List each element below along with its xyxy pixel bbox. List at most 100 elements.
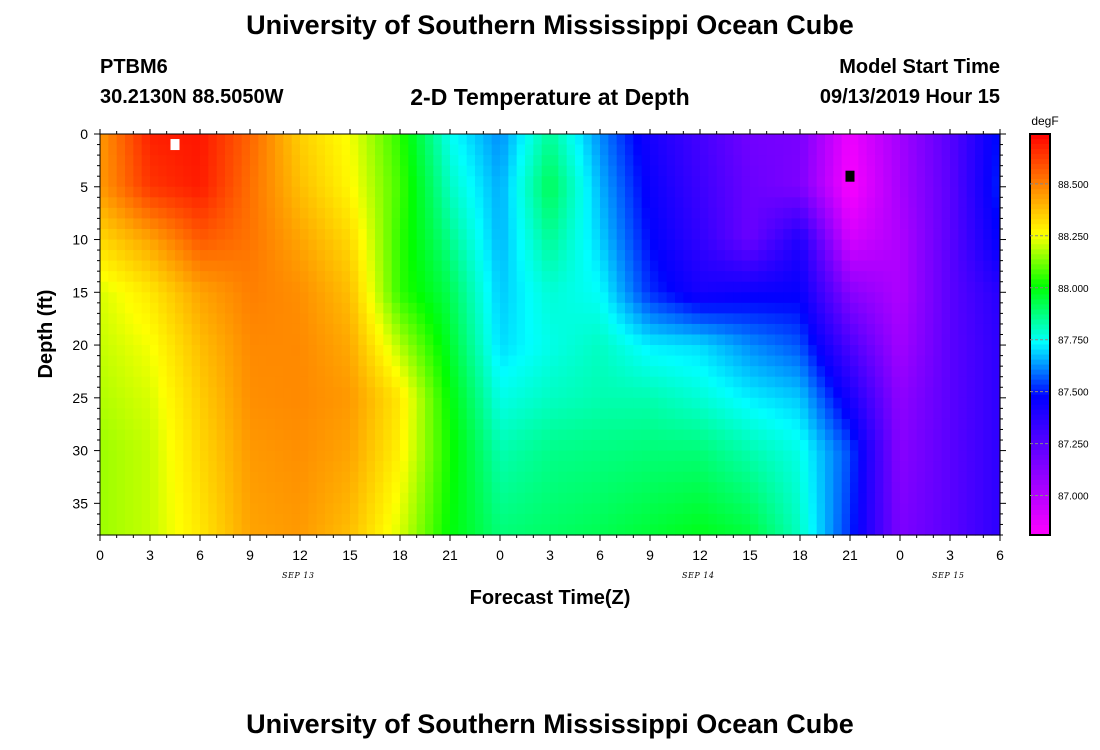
- heatmap-cell: [725, 482, 734, 494]
- heatmap-cell: [191, 524, 201, 536]
- heatmap-cell: [150, 271, 159, 283]
- heatmap-cell: [775, 313, 784, 325]
- heatmap-cell: [958, 207, 968, 220]
- heatmap-cell: [566, 418, 576, 431]
- heatmap-cell: [791, 281, 801, 293]
- heatmap-cell: [483, 239, 493, 251]
- heatmap-cell: [116, 429, 126, 441]
- heatmap-cell: [433, 418, 443, 431]
- heatmap-cell: [350, 334, 359, 346]
- heatmap-cell: [841, 429, 851, 441]
- heatmap-cell: [516, 313, 526, 325]
- heatmap-cell: [875, 165, 884, 177]
- heatmap-cell: [883, 239, 893, 251]
- heatmap-cell: [233, 440, 243, 452]
- heatmap-cell: [483, 482, 493, 494]
- heatmap-cell: [691, 345, 701, 357]
- heatmap-cell: [825, 228, 834, 241]
- heatmap-cell: [200, 134, 209, 146]
- heatmap-cell: [225, 260, 234, 272]
- heatmap-cell: [933, 218, 943, 230]
- heatmap-cell: [933, 492, 943, 504]
- heatmap-cell: [183, 134, 193, 146]
- heatmap-cell: [458, 387, 468, 399]
- heatmap-cell: [400, 207, 409, 220]
- heatmap-cell: [408, 524, 418, 536]
- heatmap-cell: [558, 144, 568, 156]
- heatmap-cell: [250, 271, 259, 283]
- heatmap-cell: [783, 144, 793, 156]
- heatmap-cell: [783, 155, 793, 167]
- heatmap-cell: [750, 503, 759, 515]
- heatmap-cell: [616, 482, 626, 494]
- heatmap-cell: [633, 260, 643, 272]
- heatmap-cell: [483, 250, 493, 262]
- heatmap-cell: [758, 302, 768, 314]
- heatmap-cell: [433, 513, 443, 526]
- heatmap-cell: [891, 176, 901, 188]
- heatmap-cell: [558, 134, 568, 146]
- heatmap-cell: [741, 513, 751, 526]
- heatmap-cell: [300, 418, 309, 431]
- heatmap-cell: [975, 218, 984, 230]
- heatmap-cell: [816, 155, 826, 167]
- heatmap-cell: [683, 260, 693, 272]
- heatmap-cell: [675, 218, 684, 230]
- colorbar-swatch: [1030, 464, 1050, 471]
- heatmap-cell: [833, 155, 843, 167]
- heatmap-cell: [791, 355, 801, 367]
- heatmap-cell: [775, 408, 784, 420]
- heatmap-cell: [950, 228, 959, 241]
- heatmap-cell: [325, 207, 334, 220]
- heatmap-cell: [333, 250, 343, 262]
- heatmap-cell: [716, 334, 726, 346]
- heatmap-cell: [500, 387, 509, 399]
- heatmap-cell: [475, 513, 484, 526]
- heatmap-cell: [541, 513, 551, 526]
- heatmap-cell: [366, 440, 376, 452]
- heatmap-cell: [566, 292, 576, 304]
- heatmap-cell: [916, 313, 926, 325]
- heatmap-cell: [983, 155, 993, 167]
- colorbar-swatch: [1030, 179, 1050, 185]
- heatmap-cell: [550, 165, 559, 177]
- heatmap-cell: [191, 281, 201, 293]
- heatmap-cell: [616, 207, 626, 220]
- heatmap-cell: [341, 239, 351, 251]
- heatmap-cell: [433, 440, 443, 452]
- heatmap-cell: [491, 376, 501, 388]
- heatmap-cell: [241, 513, 251, 526]
- colorbar-swatch: [1030, 479, 1050, 486]
- heatmap-cell: [700, 387, 709, 399]
- heatmap-cell: [133, 176, 143, 188]
- heatmap-cell: [533, 186, 543, 198]
- heatmap-cell: [416, 134, 426, 146]
- heatmap-cell: [408, 155, 418, 167]
- heatmap-cell: [791, 218, 801, 230]
- heatmap-cell: [350, 482, 359, 494]
- heatmap-cell: [291, 281, 301, 293]
- colorbar-swatch: [1030, 484, 1050, 491]
- heatmap-cell: [283, 323, 293, 336]
- heatmap-cell: [875, 387, 884, 399]
- heatmap-cell: [391, 134, 401, 146]
- heatmap-cell: [791, 503, 801, 515]
- heatmap-cell: [200, 239, 209, 251]
- heatmap-cell: [450, 302, 459, 314]
- heatmap-cell: [191, 471, 201, 483]
- heatmap-cell: [483, 313, 493, 325]
- heatmap-cell: [300, 524, 309, 536]
- heatmap-cell: [566, 376, 576, 388]
- heatmap-cell: [250, 482, 259, 494]
- heatmap-cell: [183, 387, 193, 399]
- heatmap-cell: [558, 260, 568, 272]
- heatmap-cell: [508, 313, 518, 325]
- heatmap-cell: [975, 440, 984, 452]
- heatmap-cell: [833, 260, 843, 272]
- heatmap-cell: [691, 313, 701, 325]
- heatmap-cell: [325, 513, 334, 526]
- heatmap-cell: [375, 239, 384, 251]
- heatmap-cell: [866, 471, 876, 483]
- heatmap-cell: [258, 355, 268, 367]
- heatmap-cell: [683, 503, 693, 515]
